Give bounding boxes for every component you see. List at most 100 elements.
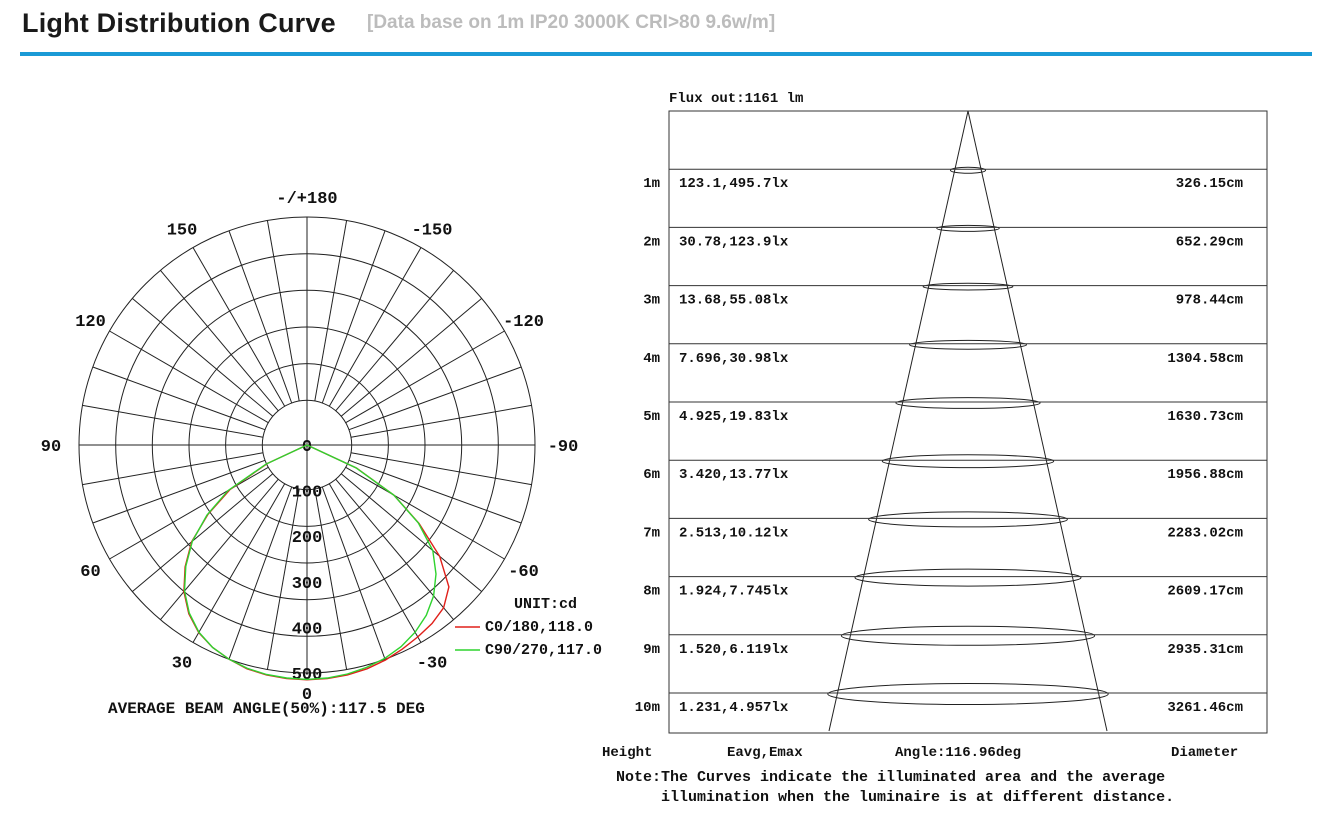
row-height-label: 8m [643, 584, 660, 600]
polar-spoke [335, 269, 454, 412]
row-eavg-value: 30.78,123.9lx [679, 234, 789, 250]
cone-ellipse [868, 511, 1068, 528]
note-line-2: illumination when the luminaire is at di… [616, 789, 1175, 806]
row-diameter-value: 2283.02cm [1167, 525, 1243, 541]
row-eavg-value: 3.420,13.77lx [679, 467, 789, 483]
polar-spoke [266, 488, 300, 670]
polar-grid [78, 216, 536, 674]
polar-angle-label: 120 [75, 313, 106, 332]
cone-ellipse [909, 339, 1027, 350]
header-divider [20, 52, 1312, 56]
polar-spoke [92, 459, 266, 524]
cone-edge-right [967, 110, 1108, 732]
polar-angle-labels: -/+180 150 -150 120 -120 90 -90 60 -60 30 -30 0 [41, 190, 579, 705]
polar-spoke [131, 473, 274, 592]
row-eavg-value: 7.696,30.98lx [679, 351, 789, 367]
polar-legend: UNIT:cd C0/180,118.0 C90/270,117.0 [455, 596, 602, 659]
polar-spoke [192, 247, 286, 407]
row-height-label: 5m [643, 409, 660, 425]
legend-label-c0: C0/180,118.0 [485, 619, 593, 636]
polar-radial-label: 0 [302, 438, 312, 457]
col-height-label: Height [602, 745, 652, 761]
polar-angle-label: -30 [417, 655, 448, 674]
polar-spoke [340, 473, 483, 592]
polar-spoke [109, 330, 269, 424]
polar-spoke [160, 269, 279, 412]
cone-ellipse [827, 683, 1109, 705]
polar-angle-label: 0 [302, 686, 312, 705]
flux-out-label: Flux out:1161 lm [669, 91, 803, 107]
polar-radial-label: 400 [292, 620, 323, 639]
polar-spoke [314, 488, 348, 670]
polar-chart: -/+180 150 -150 120 -120 90 -90 60 -60 30 -30 0 0 10… [41, 190, 602, 718]
row-height-label: 1m [643, 176, 660, 192]
cone-ellipse [881, 454, 1055, 469]
polar-spoke [192, 483, 286, 643]
polar-spoke [328, 247, 422, 407]
row-diameter-value: 652.29cm [1176, 234, 1243, 250]
polar-spoke [228, 230, 293, 404]
polar-spoke [350, 452, 532, 486]
row-diameter-value: 2609.17cm [1167, 584, 1243, 600]
table-frame [668, 110, 1268, 734]
row-diameter-value: 1630.73cm [1167, 409, 1243, 425]
polar-spoke [131, 298, 274, 417]
row-height-label: 9m [643, 642, 660, 658]
polar-spoke [109, 466, 269, 560]
polar-spoke [321, 486, 386, 660]
polar-radial-label: 300 [292, 575, 323, 594]
cone-ellipse [854, 568, 1082, 587]
polar-spoke [92, 366, 266, 431]
polar-radial-label: 500 [292, 666, 323, 685]
polar-spoke [266, 220, 300, 402]
polar-spoke [350, 404, 532, 438]
beam-angle-label: AVERAGE BEAM ANGLE(50%):117.5 DEG [108, 700, 425, 718]
polar-spoke [228, 486, 293, 660]
note-line-1: Note:The Curves indicate the illuminated… [616, 769, 1166, 786]
polar-angle-label: 30 [172, 655, 192, 674]
cone-ellipse [949, 166, 987, 174]
table-rows: 1m 123.1,495.7lx 326.15cm 2m 30.78,123.9lx 65… [635, 168, 1267, 716]
polar-spoke [345, 330, 505, 424]
polar-spoke [314, 220, 348, 402]
polar-spoke [340, 298, 483, 417]
row-eavg-value: 13.68,55.08lx [679, 293, 789, 309]
polar-angle-label: -120 [503, 313, 544, 332]
cone-edge-left [828, 110, 969, 732]
cone-ellipse [895, 397, 1041, 409]
col-angle-label: Angle:116.96deg [895, 745, 1021, 761]
page-subtitle: [Data base on 1m IP20 3000K CRI>80 9.6w/… [367, 12, 776, 33]
row-eavg-value: 1.231,4.957lx [679, 700, 789, 716]
row-height-label: 2m [643, 234, 660, 250]
row-eavg-value: 2.513,10.12lx [679, 525, 789, 541]
col-eavg-label: Eavg,Emax [727, 745, 803, 761]
polar-radial-label: 200 [292, 529, 323, 548]
polar-angle-label: 60 [80, 563, 100, 582]
legend-label-c90: C90/270,117.0 [485, 642, 602, 659]
cone-ellipse [922, 282, 1014, 291]
polar-series [183, 444, 450, 681]
row-height-label: 6m [643, 467, 660, 483]
row-diameter-value: 3261.46cm [1167, 700, 1243, 716]
polar-angle-label: -90 [548, 438, 579, 457]
cone-ellipse [840, 625, 1096, 646]
row-height-label: 3m [643, 293, 660, 309]
col-diameter-label: Diameter [1171, 745, 1238, 761]
polar-spoke [348, 366, 522, 431]
polar-angle-label: -60 [508, 563, 539, 582]
note-text: Note:The Curves indicate the illuminated… [616, 768, 1174, 808]
row-height-label: 4m [643, 351, 660, 367]
polar-spoke [82, 404, 264, 438]
polar-angle-label: -150 [412, 222, 453, 241]
unit-label: UNIT:cd [514, 596, 577, 613]
row-diameter-value: 326.15cm [1176, 176, 1243, 192]
polar-spoke [321, 230, 386, 404]
cone-ellipse [936, 224, 1000, 232]
row-height-label: 7m [643, 525, 660, 541]
page-title: Light Distribution Curve [22, 8, 336, 38]
series-curve-c90 [183, 444, 437, 681]
polar-spoke [328, 483, 422, 643]
polar-spoke [160, 478, 279, 621]
polar-radial-label: 100 [292, 484, 323, 503]
row-diameter-value: 1956.88cm [1167, 467, 1243, 483]
